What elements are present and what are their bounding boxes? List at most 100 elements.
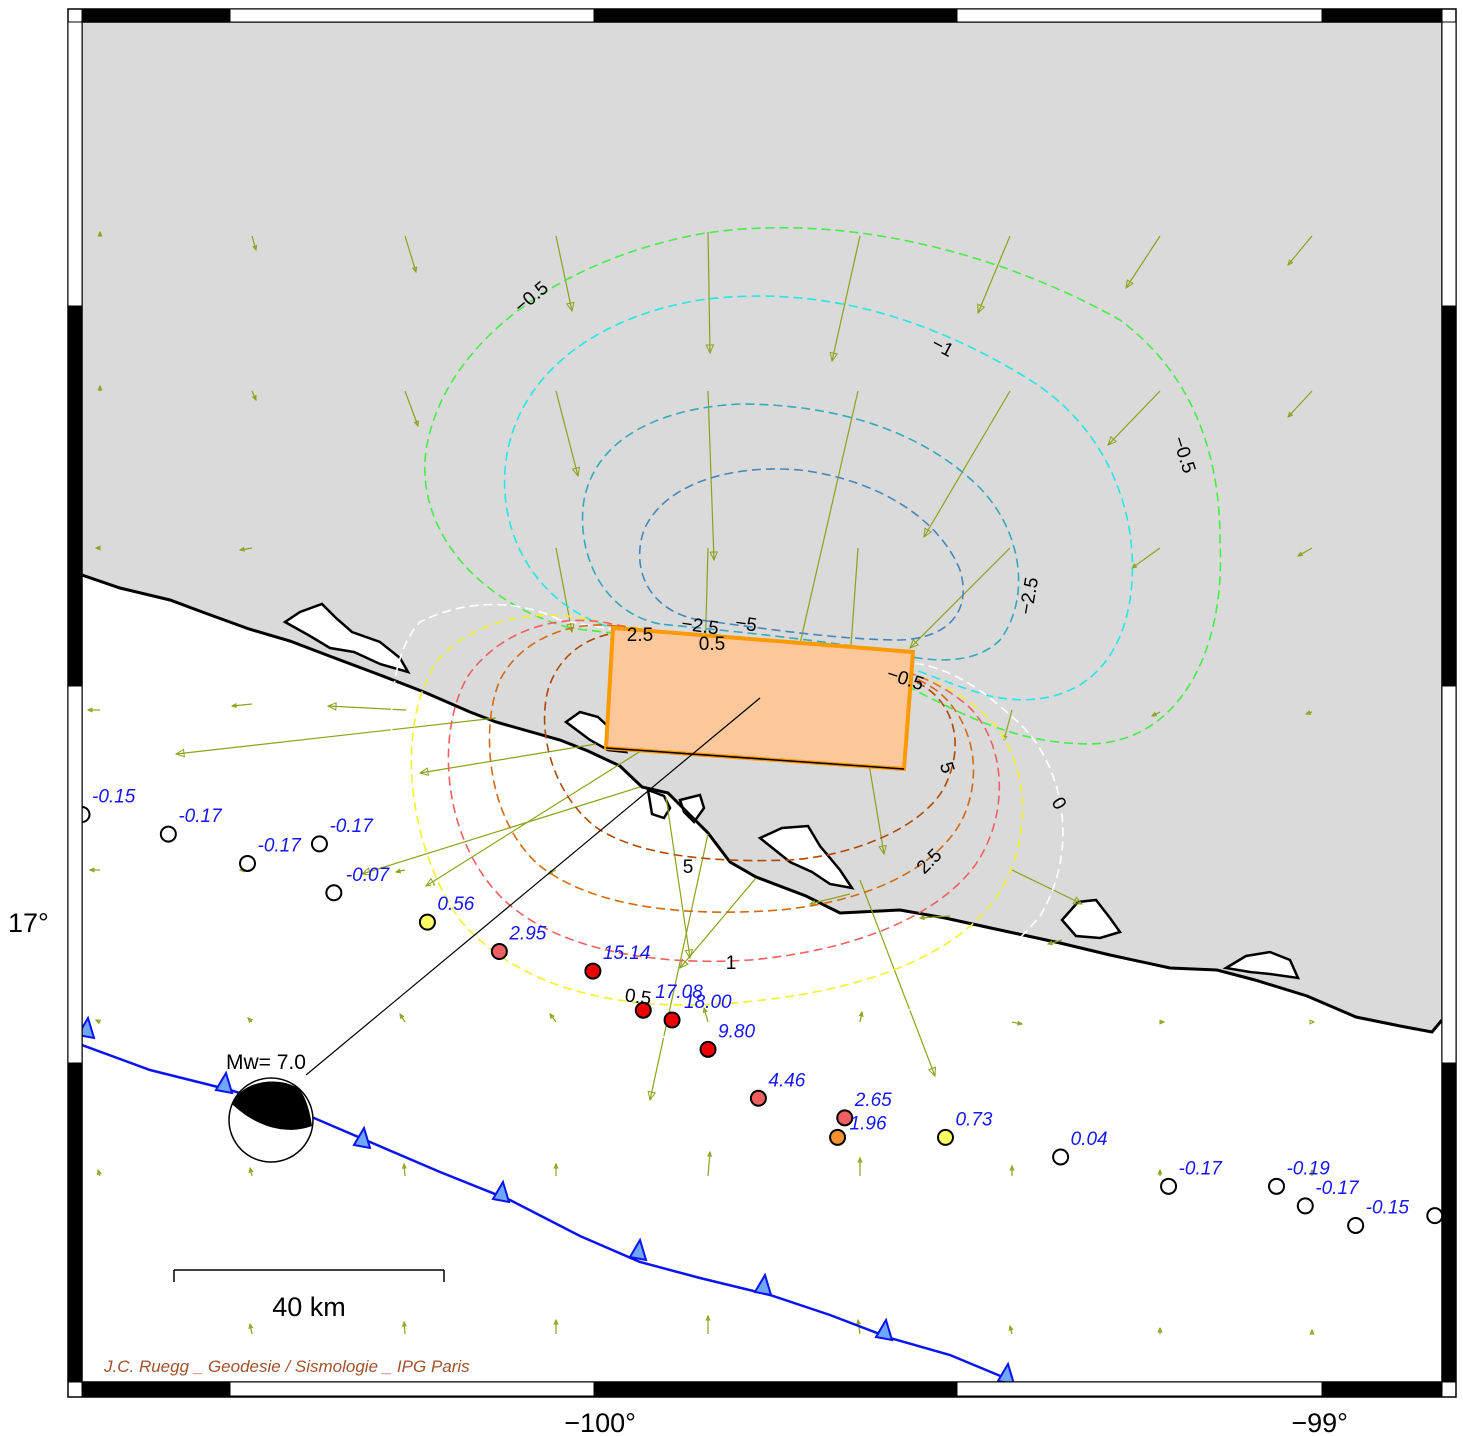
magnitude-label: Mw= 7.0 — [226, 1051, 306, 1074]
trench-tooth — [82, 1015, 96, 1040]
station-marker — [490, 942, 508, 960]
station-value-label: 15.14 — [603, 943, 651, 964]
station-value-label: 0.73 — [955, 1109, 992, 1130]
station-value-label: 0.56 — [437, 894, 474, 915]
scale-bar: 40 km — [173, 1269, 445, 1322]
displacement-vector — [1309, 1328, 1315, 1335]
station-value-label: -0.17 — [1179, 1158, 1224, 1179]
displacement-vector — [977, 235, 1011, 315]
displacement-vector — [1009, 1164, 1015, 1176]
station-value-label: -0.07 — [346, 865, 391, 886]
gps-station: -0.17 — [310, 816, 374, 853]
trench-tooth — [753, 1272, 773, 1297]
displacement-vector — [88, 867, 100, 873]
contour-label: −2.5 — [680, 614, 720, 640]
land-area — [82, 22, 1442, 1032]
gps-station: 17.08 — [634, 982, 703, 1019]
station-value-label: -0.17 — [329, 816, 374, 837]
gps-station: -0.17 — [1160, 1158, 1224, 1195]
station-marker — [310, 835, 328, 853]
displacement-vector — [1159, 1019, 1166, 1025]
displacement-vector — [1011, 1020, 1024, 1026]
coastline — [82, 573, 1442, 1034]
displacement-vector — [859, 879, 937, 1078]
gps-station: 0.56 — [418, 894, 475, 931]
displacement-vector — [86, 707, 100, 713]
displacement-vector — [94, 545, 101, 551]
gps-station — [1426, 1207, 1444, 1225]
map-frame — [67, 8, 1457, 1398]
station-marker — [663, 1011, 681, 1029]
contour-minus-2-5 — [581, 403, 1020, 661]
gps-station: 2.65 — [836, 1090, 892, 1127]
displacement-vector — [1309, 1168, 1315, 1176]
gps-station: 9.80 — [699, 1021, 755, 1058]
gps-station: 15.14 — [584, 943, 651, 980]
station-value-label: -0.17 — [178, 806, 223, 827]
displacement-vector — [858, 1010, 864, 1023]
contour-minus-0-5 — [424, 226, 1222, 745]
epicenter-link — [305, 697, 761, 1076]
displacement-vector — [360, 786, 641, 876]
station-value-label: 1.96 — [850, 1113, 887, 1134]
displacement-vector — [1287, 390, 1313, 418]
lagoon-6 — [1060, 898, 1123, 940]
displacement-vector — [1157, 1326, 1163, 1334]
station-marker — [1267, 1177, 1285, 1195]
displacement-vector — [174, 717, 497, 758]
displacement-vector — [857, 1156, 863, 1176]
displacement-vector — [94, 1019, 102, 1025]
lagoon-5 — [757, 824, 855, 890]
displacement-vector — [555, 235, 575, 313]
contour-label: 1 — [726, 953, 737, 974]
gps-station: -0.15 — [1347, 1197, 1410, 1234]
station-value-label: 17.08 — [655, 982, 703, 1003]
latitude-label: 17° — [8, 908, 49, 938]
displacement-vector — [1008, 1324, 1014, 1335]
displacement-vector — [549, 1013, 557, 1023]
displacement-vector — [404, 235, 418, 274]
displacement-vector — [553, 1318, 559, 1334]
displacement-vector — [247, 1017, 254, 1023]
displacement-vector — [251, 390, 257, 402]
station-marker — [325, 884, 343, 902]
station-marker — [1347, 1216, 1365, 1234]
station-value-label: -0.17 — [258, 835, 303, 856]
contour-label: −5 — [734, 613, 758, 637]
displacement-vector — [248, 1166, 254, 1177]
displacement-vector — [707, 390, 719, 562]
displacement-vector — [702, 1006, 709, 1023]
station-marker — [634, 1001, 652, 1019]
station-marker — [159, 825, 177, 843]
station-marker — [1160, 1177, 1178, 1195]
displacement-vector — [665, 796, 694, 960]
station-value-label: 9.80 — [718, 1021, 755, 1042]
displacement-vector — [705, 1314, 711, 1334]
displacement-vector — [401, 1320, 407, 1335]
displacement-vector — [399, 1012, 406, 1023]
station-value-label: -0.19 — [1286, 1158, 1330, 1179]
displacement-vector — [404, 390, 419, 428]
trench-tooth — [491, 1179, 511, 1204]
trench-tooth — [214, 1070, 234, 1095]
trench-teeth — [82, 1015, 1015, 1382]
displacement-vector — [1125, 235, 1161, 290]
displacement-vector — [97, 230, 103, 237]
displacement-vector — [647, 833, 709, 1102]
displacement-vector — [1131, 547, 1161, 569]
displacement-vector — [705, 231, 715, 355]
gps-station: 2.95 — [490, 923, 547, 960]
displacement-vector — [1304, 710, 1313, 716]
displacement-vector — [1309, 1019, 1316, 1025]
displacement-vector — [394, 868, 406, 874]
station-marker — [829, 1128, 847, 1146]
contour-label: 0.5 — [699, 634, 725, 655]
focal-mechanism-beachball — [228, 1077, 314, 1163]
trench-tooth — [996, 1361, 1015, 1382]
scale-bar-label: 40 km — [272, 1292, 346, 1322]
displacement-vector — [1150, 711, 1161, 717]
displacement-vector — [1157, 1168, 1163, 1176]
displacement-vector — [829, 235, 861, 363]
station-value-label: 2.95 — [508, 923, 546, 944]
station-value-label: -0.15 — [1366, 1197, 1410, 1218]
